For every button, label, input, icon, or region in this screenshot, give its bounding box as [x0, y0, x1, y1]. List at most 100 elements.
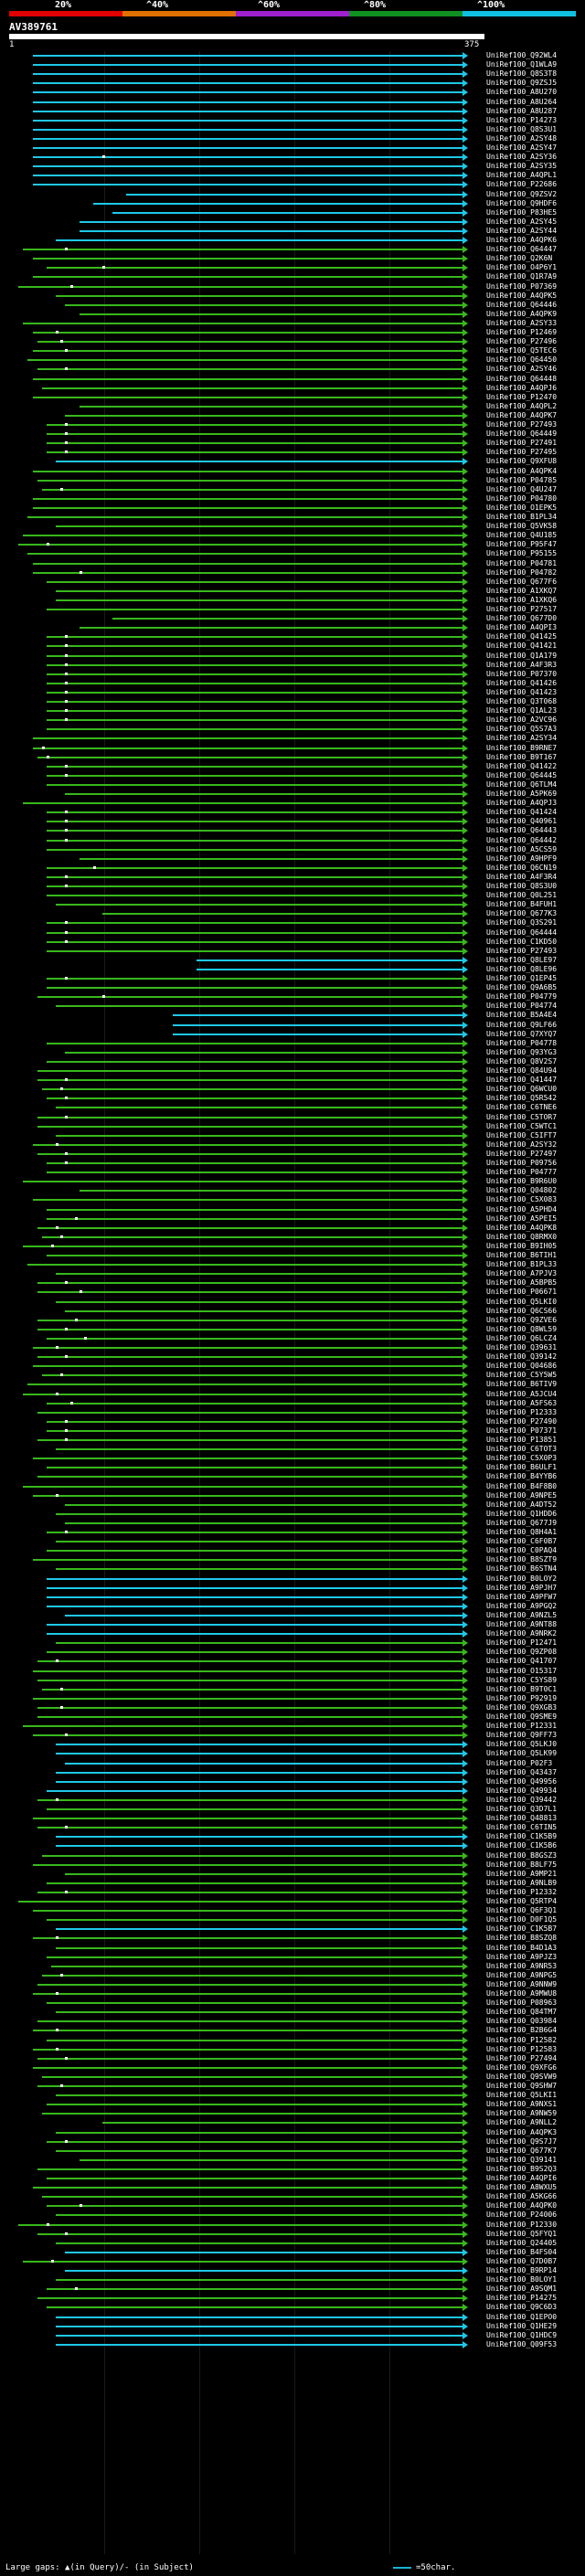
hit-row[interactable]: UniRef100_Q8LE96 — [0, 965, 585, 974]
hit-label[interactable]: UniRef100_P04777 — [486, 1168, 558, 1177]
hit-label[interactable]: UniRef100_Q5LKI1 — [486, 2091, 558, 2100]
hit-row[interactable]: UniRef100_A8U287 — [0, 107, 585, 116]
hit-label[interactable]: UniRef100_C1K5B9 — [486, 1832, 558, 1841]
hit-row[interactable]: UniRef100_A9NR53 — [0, 1962, 585, 1971]
hit-label[interactable]: UniRef100_Q24405 — [486, 2238, 558, 2247]
hit-label[interactable]: UniRef100_Q39442 — [486, 1795, 558, 1804]
hit-label[interactable]: UniRef100_Q3S291 — [486, 918, 558, 928]
hit-label[interactable]: UniRef100_A9HPF9 — [486, 853, 558, 863]
hit-label[interactable]: UniRef100_A8WXU5 — [486, 2183, 558, 2192]
hit-row[interactable]: UniRef100_A5FS63 — [0, 1399, 585, 1408]
hit-row[interactable]: UniRef100_Q9XFG6 — [0, 2063, 585, 2072]
hit-label[interactable]: UniRef100_Q39142 — [486, 1352, 558, 1362]
hit-label[interactable]: UniRef100_Q0L251 — [486, 891, 558, 900]
hit-label[interactable]: UniRef100_Q1R7A9 — [486, 272, 558, 281]
hit-row[interactable]: UniRef100_A8U270 — [0, 88, 585, 97]
hit-label[interactable]: UniRef100_Q4U247 — [486, 484, 558, 493]
hit-row[interactable]: UniRef100_Q8S3U0 — [0, 882, 585, 891]
hit-row[interactable]: UniRef100_P24006 — [0, 2210, 585, 2220]
hit-row[interactable]: UniRef100_B6TIV9 — [0, 1380, 585, 1389]
hit-row[interactable]: UniRef100_Q3D7L1 — [0, 1805, 585, 1814]
hit-row[interactable]: UniRef100_P09756 — [0, 1159, 585, 1168]
hit-label[interactable]: UniRef100_B9RP14 — [486, 2266, 558, 2274]
hit-row[interactable]: UniRef100_B9RP14 — [0, 2266, 585, 2275]
hit-label[interactable]: UniRef100_Q93YG3 — [486, 1047, 558, 1056]
hit-row[interactable]: UniRef100_A9NXS1 — [0, 2100, 585, 2109]
hit-label[interactable]: UniRef100_P07371 — [486, 1426, 558, 1435]
hit-label[interactable]: UniRef100_Q9SME9 — [486, 1712, 558, 1721]
hit-label[interactable]: UniRef100_Q92WL4 — [486, 51, 558, 59]
hit-row[interactable]: UniRef100_P12469 — [0, 328, 585, 337]
hit-label[interactable]: UniRef100_Q6LCZ4 — [486, 1333, 558, 1342]
hit-label[interactable]: UniRef100_Q3T068 — [486, 697, 558, 705]
hit-label[interactable]: UniRef100_Q09F53 — [486, 2339, 558, 2348]
hit-label[interactable]: UniRef100_B9T167 — [486, 752, 558, 761]
hit-label[interactable]: UniRef100_P04779 — [486, 992, 558, 1002]
hit-row[interactable]: UniRef100_A2SY35 — [0, 162, 585, 171]
hit-row[interactable]: UniRef100_Q9ZVE6 — [0, 1316, 585, 1325]
hit-label[interactable]: UniRef100_B9T0C1 — [486, 1684, 558, 1693]
hit-label[interactable]: UniRef100_Q677F6 — [486, 577, 558, 586]
hit-row[interactable]: UniRef100_P14273 — [0, 116, 585, 125]
hit-row[interactable]: UniRef100_A2VC96 — [0, 716, 585, 725]
hit-row[interactable]: UniRef100_A9PGQ2 — [0, 1602, 585, 1611]
hit-row[interactable]: UniRef100_Q1A179 — [0, 652, 585, 661]
hit-label[interactable]: UniRef100_Q8S3U0 — [486, 882, 558, 890]
hit-label[interactable]: UniRef100_Q9SVW9 — [486, 2072, 558, 2081]
hit-row[interactable]: UniRef100_Q41423 — [0, 688, 585, 697]
hit-label[interactable]: UniRef100_P04780 — [486, 493, 558, 503]
hit-label[interactable]: UniRef100_B9RNE7 — [486, 743, 558, 752]
hit-label[interactable]: UniRef100_A2SY48 — [486, 133, 558, 143]
hit-label[interactable]: UniRef100_Q41426 — [486, 678, 558, 687]
hit-row[interactable]: UniRef100_Q1EP45 — [0, 974, 585, 983]
hit-row[interactable]: UniRef100_B9T0C1 — [0, 1685, 585, 1694]
hit-label[interactable]: UniRef100_P04782 — [486, 567, 558, 577]
hit-label[interactable]: UniRef100_B4FS04 — [486, 2247, 558, 2256]
hit-label[interactable]: UniRef100_A2SY47 — [486, 143, 558, 152]
hit-row[interactable]: UniRef100_A4QPL1 — [0, 171, 585, 180]
hit-label[interactable]: UniRef100_Q5S7A3 — [486, 725, 558, 734]
hit-label[interactable]: UniRef100_O1EPK5 — [486, 503, 558, 512]
hit-row[interactable]: UniRef100_C6TNE6 — [0, 1103, 585, 1112]
hit-label[interactable]: UniRef100_Q39141 — [486, 2155, 558, 2164]
hit-row[interactable]: UniRef100_Q677F6 — [0, 578, 585, 587]
hit-label[interactable]: UniRef100_A2SY32 — [486, 1140, 558, 1149]
hit-label[interactable]: UniRef100_B4FUH1 — [486, 900, 558, 909]
hit-row[interactable]: UniRef100_P92919 — [0, 1694, 585, 1703]
hit-label[interactable]: UniRef100_P04778 — [486, 1038, 558, 1047]
hit-label[interactable]: UniRef100_Q1HE29 — [486, 2321, 558, 2330]
hit-label[interactable]: UniRef100_P27493 — [486, 420, 558, 429]
hit-row[interactable]: UniRef100_Q8WL59 — [0, 1325, 585, 1334]
hit-label[interactable]: UniRef100_B8SZQ8 — [486, 1934, 558, 1943]
hit-row[interactable]: UniRef100_Q4U247 — [0, 485, 585, 494]
hit-label[interactable]: UniRef100_B4D1A3 — [486, 1943, 558, 1952]
hit-row[interactable]: UniRef100_A2SY34 — [0, 734, 585, 743]
hit-label[interactable]: UniRef100_Q6CS66 — [486, 1306, 558, 1315]
hit-label[interactable]: UniRef100_B5A4E4 — [486, 1011, 558, 1020]
hit-label[interactable]: UniRef100_P04785 — [486, 475, 558, 484]
hit-label[interactable]: UniRef100_P14273 — [486, 115, 558, 124]
hit-row[interactable]: UniRef100_B6ULF1 — [0, 1463, 585, 1472]
hit-row[interactable]: UniRef100_Q9ZSJ5 — [0, 79, 585, 88]
hit-row[interactable]: UniRef100_P22686 — [0, 180, 585, 189]
hit-row[interactable]: UniRef100_A4QPK0 — [0, 2201, 585, 2210]
hit-row[interactable]: UniRef100_A2SY33 — [0, 319, 585, 328]
hit-label[interactable]: UniRef100_B1PL33 — [486, 1260, 558, 1269]
hit-row[interactable]: UniRef100_C5IFT7 — [0, 1131, 585, 1140]
hit-row[interactable]: UniRef100_A9NZL5 — [0, 1611, 585, 1620]
hit-row[interactable]: UniRef100_B6STN4 — [0, 1564, 585, 1574]
hit-row[interactable]: UniRef100_B9RNE7 — [0, 744, 585, 753]
hit-row[interactable]: UniRef100_P27493 — [0, 420, 585, 429]
hit-label[interactable]: UniRef100_P07370 — [486, 669, 558, 678]
hit-label[interactable]: UniRef100_P12582 — [486, 2035, 558, 2044]
hit-label[interactable]: UniRef100_C6TNE6 — [486, 1103, 558, 1112]
hit-row[interactable]: UniRef100_A5PHD4 — [0, 1205, 585, 1214]
hit-label[interactable]: UniRef100_P07369 — [486, 281, 558, 291]
hit-label[interactable]: UniRef100_C1K5B7 — [486, 1924, 558, 1934]
hit-label[interactable]: UniRef100_Q41707 — [486, 1657, 558, 1666]
hit-row[interactable]: UniRef100_A9MP21 — [0, 1870, 585, 1879]
hit-row[interactable]: UniRef100_Q9ZP08 — [0, 1648, 585, 1657]
hit-label[interactable]: UniRef100_A2SY36 — [486, 153, 558, 162]
hit-row[interactable]: UniRef100_A4QPI3 — [0, 623, 585, 632]
hit-row[interactable]: UniRef100_B4FS04 — [0, 2248, 585, 2257]
